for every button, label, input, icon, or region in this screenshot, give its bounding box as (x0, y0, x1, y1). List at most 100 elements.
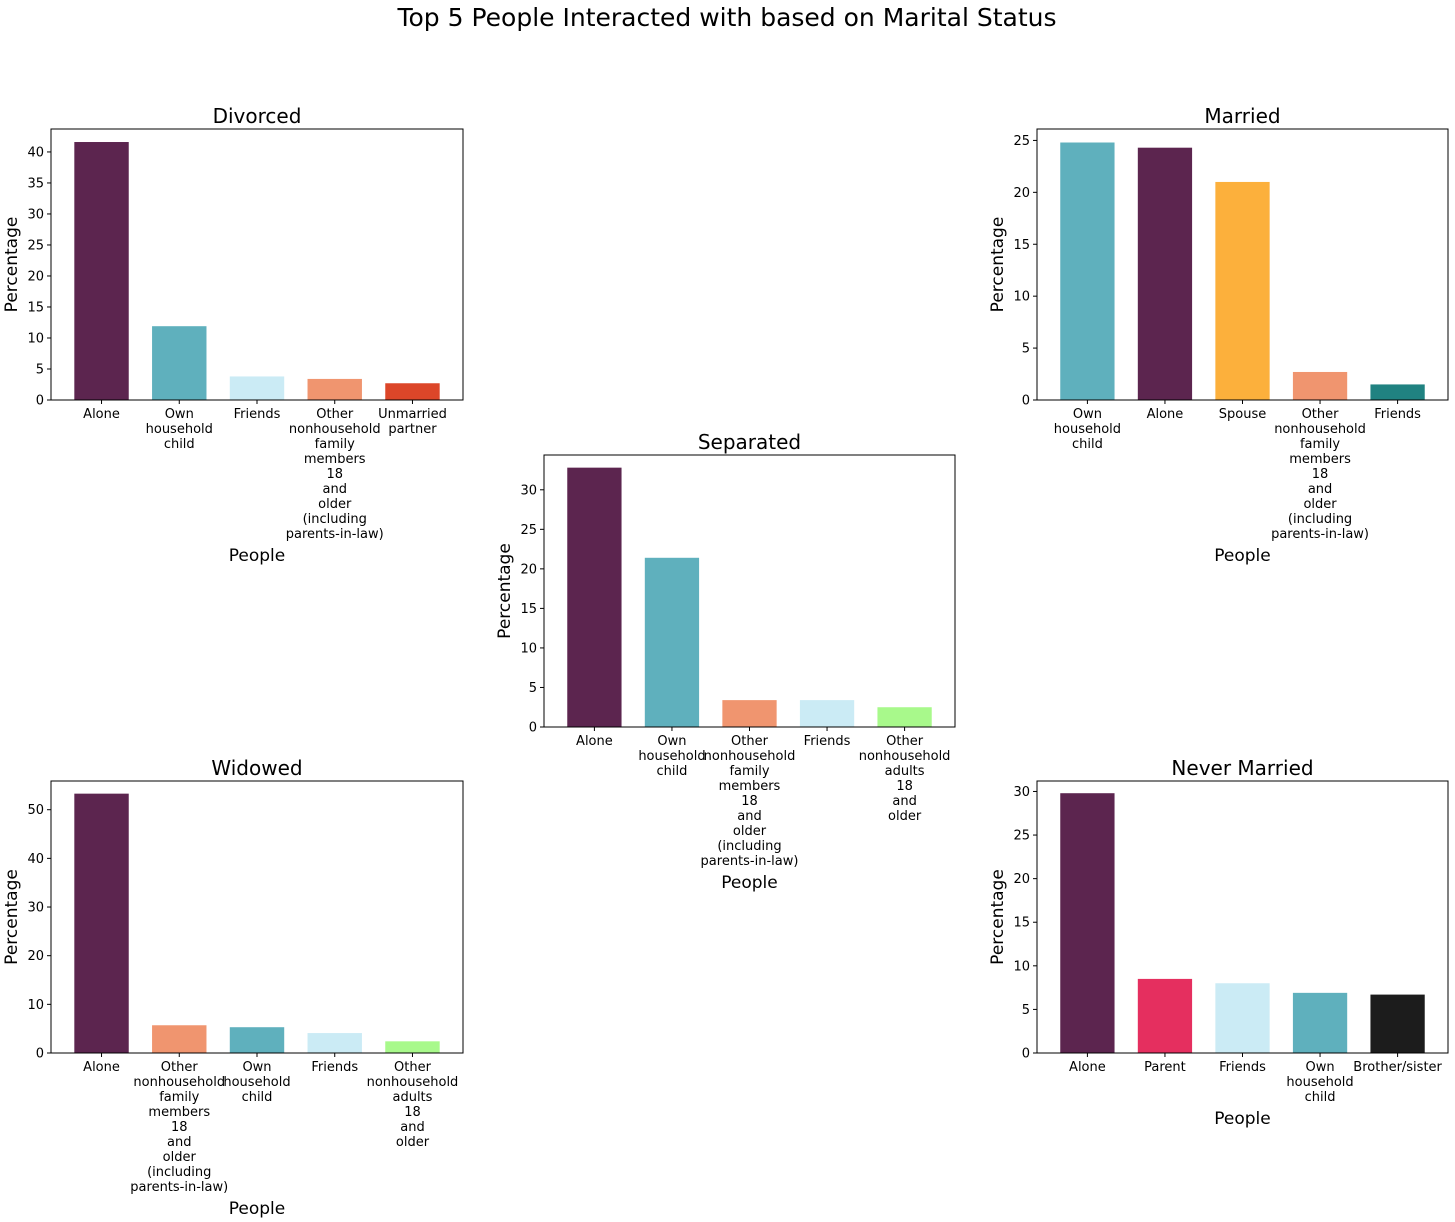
y-tick-label: 40 (27, 145, 44, 160)
y-tick-label: 10 (1013, 959, 1030, 974)
bar-unmarried-partner (385, 383, 440, 400)
y-tick-label: 30 (27, 901, 44, 916)
chart-title: Never Married (1171, 756, 1313, 780)
y-tick-label: 20 (1013, 186, 1030, 201)
chart-widowed: 0 10 20 30 40 50 Alone Other nonhousehold family m… (2, 756, 464, 1219)
y-tick-label: 15 (27, 300, 44, 315)
x-tick-label-friends: Friends (804, 734, 851, 749)
bar-alone (567, 467, 622, 727)
x-tick-label-alone: Alone (576, 734, 613, 749)
y-tick-label: 30 (27, 207, 44, 222)
y-tick-label: 25 (27, 238, 44, 253)
x-tick-label-parent: Parent (1144, 1060, 1186, 1075)
bar-other-nonhousehold-family-members-18-and-older-including-parents-in-law (307, 378, 362, 400)
x-tick-label-friends: Friends (311, 1060, 358, 1075)
x-tick-label-own-household-child: Own household child (1054, 407, 1121, 452)
x-tick-label-friends: Friends (1374, 407, 1421, 422)
y-axis-label: Percentage (495, 543, 515, 639)
bar-other-nonhousehold-adults-18-and-older (877, 707, 932, 727)
chart-married: 0 5 10 15 20 25 Own household child Alone Spouse Ot… (988, 104, 1449, 566)
chart-title: Divorced (213, 104, 302, 128)
y-tick-label: 40 (27, 852, 44, 867)
chart-never-married: 0 5 10 15 20 25 30 Alone Parent Friends Own househo… (988, 756, 1449, 1129)
bar-own-household-child (1060, 142, 1115, 400)
bar-own-household-child (229, 1027, 285, 1053)
y-tick-label: 5 (36, 362, 44, 377)
y-tick-label: 0 (36, 394, 44, 409)
x-tick-label-own-household-child: Own household child (146, 407, 213, 452)
y-tick-label: 0 (1022, 394, 1030, 409)
bar-friends (229, 376, 285, 400)
bar-alone (74, 142, 129, 400)
bar-alone (74, 793, 129, 1053)
bar-friends (307, 1033, 362, 1053)
x-tick-label-other-nonhousehold-family-members-18-and-older-including-parents-in-law: Other nonhousehold family members 18 and older… (701, 734, 799, 869)
y-tick-label: 10 (1013, 290, 1030, 305)
y-tick-label: 20 (27, 949, 44, 964)
bar-other-nonhousehold-family-members-18-and-older-including-parents-in-law (722, 700, 777, 727)
chart-title: Separated (698, 430, 801, 454)
figure-title: Top 5 People Interacted with based on Ma… (396, 3, 1056, 32)
bar-own-household-child (1292, 992, 1348, 1053)
x-tick-label-other-nonhousehold-family-members-18-and-older-including-parents-in-law: Other nonhousehold family members 18 and older… (130, 1060, 228, 1195)
x-axis-label: People (1214, 546, 1270, 566)
bar-brother-sister (1370, 994, 1425, 1053)
x-tick-label-other-nonhousehold-family-members-18-and-older-including-parents-in-law: Other nonhousehold family members 18 and older… (286, 407, 384, 542)
y-tick-label: 10 (27, 331, 44, 346)
y-tick-label: 20 (27, 269, 44, 284)
bar-own-household-child (152, 326, 207, 400)
y-axis-label: Percentage (2, 869, 22, 965)
y-tick-label: 15 (1013, 916, 1030, 931)
y-axis-label: Percentage (2, 217, 22, 313)
chart-divorced: 0 5 10 15 20 25 30 35 40 Alone Own household child Fr… (2, 104, 464, 566)
y-tick-label: 10 (27, 998, 44, 1013)
y-tick-label: 0 (1022, 1047, 1030, 1062)
chart-title: Widowed (211, 756, 302, 780)
y-tick-label: 15 (1013, 238, 1030, 253)
x-tick-label-alone: Alone (1147, 407, 1184, 422)
x-tick-label-spouse: Spouse (1219, 407, 1266, 422)
y-tick-label: 30 (520, 483, 537, 498)
bar-friends (1215, 983, 1270, 1053)
bar-other-nonhousehold-family-members-18-and-older-including-parents-in-law (152, 1025, 207, 1053)
y-tick-label: 0 (529, 721, 537, 736)
x-tick-label-friends: Friends (234, 407, 281, 422)
y-tick-label: 5 (1022, 342, 1030, 357)
x-tick-label-alone: Alone (83, 407, 120, 422)
x-axis-label: People (1214, 1109, 1270, 1129)
y-tick-label: 20 (520, 562, 537, 577)
x-tick-label-other-nonhousehold-family-members-18-and-older-including-parents-in-law: Other nonhousehold family members 18 and older… (1271, 407, 1369, 542)
bar-parent (1137, 978, 1193, 1053)
y-tick-label: 25 (1013, 829, 1030, 844)
x-tick-label-other-nonhousehold-adults-18-and-older: Other nonhousehold adults 18 and older (859, 734, 951, 824)
y-tick-label: 25 (520, 523, 537, 538)
y-tick-label: 50 (27, 803, 44, 818)
y-axis-label: Percentage (988, 217, 1008, 313)
x-tick-label-friends: Friends (1219, 1060, 1266, 1075)
x-tick-label-own-household-child: Own household child (1286, 1060, 1353, 1105)
x-tick-label-own-household-child: Own household child (638, 734, 705, 779)
bar-alone (1137, 147, 1193, 400)
x-axis-label: People (229, 1199, 285, 1219)
bar-own-household-child (644, 557, 700, 727)
bar-other-nonhousehold-adults-18-and-older (385, 1041, 440, 1053)
y-tick-label: 5 (529, 681, 537, 696)
x-tick-label-brother-sister: Brother/sister (1353, 1060, 1442, 1075)
y-tick-label: 20 (1013, 872, 1030, 887)
y-axis-label: Percentage (988, 869, 1008, 965)
x-tick-label-unmarried-partner: Unmarried partner (378, 407, 447, 437)
x-axis-label: People (229, 546, 285, 566)
x-tick-label-own-household-child: Own household child (223, 1060, 290, 1105)
y-tick-label: 35 (27, 176, 44, 191)
bar-friends (1370, 384, 1425, 400)
y-tick-label: 5 (1022, 1003, 1030, 1018)
x-tick-label-alone: Alone (1069, 1060, 1106, 1075)
bar-other-nonhousehold-family-members-18-and-older-including-parents-in-law (1292, 371, 1348, 400)
y-tick-label: 30 (1013, 785, 1030, 800)
y-tick-label: 10 (520, 641, 537, 656)
x-tick-label-other-nonhousehold-adults-18-and-older: Other nonhousehold adults 18 and older (367, 1060, 459, 1150)
bar-alone (1060, 793, 1115, 1053)
y-tick-label: 15 (520, 602, 537, 617)
